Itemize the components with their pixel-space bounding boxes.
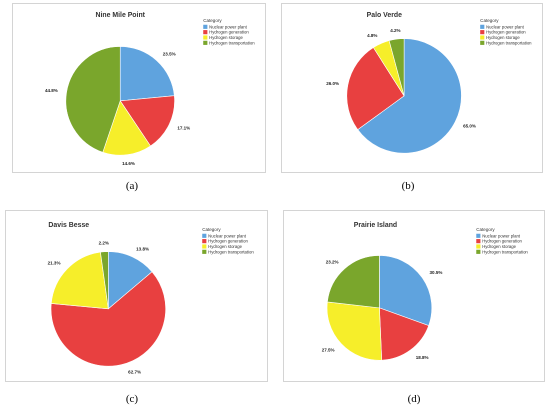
slice-label: 30.5% — [430, 270, 443, 275]
slice-label: 44.8% — [45, 88, 58, 93]
pie-slice-hydrogen-storage — [326, 301, 383, 361]
pie-slice-hydrogen-transportation — [327, 255, 380, 309]
legend-title: Category — [476, 227, 495, 232]
pie-slice-hydrogen-generation — [119, 95, 175, 147]
legend-entry-hydrogen-generation: Hydrogen generation — [208, 239, 248, 244]
legend-entry-nuclear-power-plant: Nuclear power plant — [482, 233, 521, 238]
legend-entry-hydrogen-storage: Hydrogen storage — [208, 244, 242, 249]
legend-swatch-hydrogen-storage — [480, 35, 485, 40]
caption-b: (b) — [401, 180, 415, 192]
slice-label: 23.2% — [326, 260, 339, 265]
slice-label: 18.8% — [416, 355, 429, 360]
legend-swatch-hydrogen-storage — [203, 35, 208, 40]
legend-swatch-hydrogen-storage — [476, 244, 481, 249]
legend-entry-hydrogen-transportation: Hydrogen transportation — [209, 40, 255, 45]
pie-chart-svg: Palo Verde 65.0% 26.0% 4.8% 4.2% CategoryNucl… — [326, 12, 532, 154]
pie-slice-hydrogen-generation — [50, 271, 166, 367]
slice-label: 21.3% — [48, 261, 61, 266]
pie-slice-hydrogen-storage — [102, 100, 151, 156]
pie-slice-hydrogen-transportation — [65, 46, 121, 153]
legend-swatch-nuclear-power-plant — [480, 24, 485, 29]
legend-swatch-nuclear-power-plant — [203, 24, 208, 29]
legend-entry-hydrogen-transportation: Hydrogen transportation — [486, 40, 532, 45]
chart-title: Prairie Island — [354, 222, 397, 229]
legend-swatch-hydrogen-transportation — [202, 249, 207, 254]
legend-swatch-hydrogen-transportation — [480, 40, 485, 45]
legend-entry-hydrogen-transportation: Hydrogen transportation — [482, 249, 528, 254]
pie-chart-svg: Davis Besse 13.8% 62.7% 21.3% 2.2% CategoryNu… — [48, 222, 255, 375]
pie-slice-hydrogen-generation — [379, 307, 430, 361]
slice-label: 62.7% — [128, 370, 141, 375]
pie-chart-davis-besse: Davis Besse 13.8% 62.7% 21.3% 2.2% Category Nu… — [5, 210, 268, 382]
slice-label: 27.5% — [322, 347, 335, 352]
legend-swatch-hydrogen-transportation — [476, 249, 481, 254]
legend-swatch-hydrogen-generation — [476, 239, 481, 244]
legend-entry-hydrogen-storage: Hydrogen storage — [482, 244, 516, 249]
chart-title: Palo Verde — [367, 12, 402, 19]
pie-chart-svg: Nine Mile Point 23.5% 17.1% 14.6% 44.8% Categ… — [45, 12, 255, 166]
legend-swatch-hydrogen-transportation — [203, 40, 208, 45]
caption-a: (a) — [125, 180, 139, 192]
slice-label: 17.1% — [177, 126, 190, 131]
legend-entry-nuclear-power-plant: Nuclear power plant — [208, 233, 247, 238]
slice-label: 26.0% — [326, 81, 339, 86]
legend-entry-hydrogen-generation: Hydrogen generation — [486, 30, 526, 35]
legend-title: Category — [203, 18, 222, 23]
pie-chart-prairie-island: Prairie Island 30.5% 18.8% 27.5% 23.2% Catego… — [283, 210, 545, 382]
pie-chart-palo-verde: Palo Verde 65.0% 26.0% 4.8% 4.2% Category Nucl… — [281, 3, 543, 173]
pie-slice-hydrogen-storage — [50, 251, 109, 310]
pie-slice-hydrogen-transportation — [100, 251, 109, 309]
legend-swatch-nuclear-power-plant — [202, 233, 207, 238]
pie-slice-hydrogen-transportation — [388, 38, 405, 96]
pie-chart-svg: Prairie Island 30.5% 18.8% 27.5% 23.2% Catego… — [322, 222, 528, 361]
pie-chart-nine-mile-point: Nine Mile Point 23.5% 17.1% 14.6% 44.8% Categ… — [12, 3, 266, 173]
legend-swatch-hydrogen-generation — [480, 30, 485, 35]
slice-label: 2.2% — [99, 240, 109, 245]
legend-entry-hydrogen-generation: Hydrogen generation — [482, 239, 522, 244]
pie-slice-nuclear-power-plant — [357, 38, 462, 154]
legend-title: Category — [480, 18, 499, 23]
legend-title: Category — [202, 227, 221, 232]
legend-entry-hydrogen-storage: Hydrogen storage — [486, 35, 520, 40]
slice-label: 4.2% — [390, 28, 400, 33]
caption-c: (c) — [125, 393, 139, 405]
slice-label: 14.6% — [122, 161, 135, 166]
legend-entry-nuclear-power-plant: Nuclear power plant — [209, 24, 247, 29]
slice-label: 65.0% — [463, 124, 476, 129]
legend-entry-hydrogen-generation: Hydrogen generation — [209, 30, 249, 35]
slice-label: 23.5% — [163, 52, 176, 57]
legend-entry-nuclear-power-plant: Nuclear power plant — [486, 24, 524, 29]
legend-entry-hydrogen-transportation: Hydrogen transportation — [208, 249, 254, 254]
pie-slice-nuclear-power-plant — [119, 46, 175, 102]
legend-swatch-hydrogen-storage — [202, 244, 207, 249]
pie-slice-nuclear-power-plant — [379, 255, 433, 326]
pie-slice-hydrogen-generation — [346, 47, 405, 131]
legend-swatch-nuclear-power-plant — [476, 233, 481, 238]
chart-title: Nine Mile Point — [95, 12, 145, 19]
legend-swatch-hydrogen-generation — [203, 30, 208, 35]
legend-swatch-hydrogen-generation — [202, 239, 207, 244]
legend-entry-hydrogen-storage: Hydrogen storage — [209, 35, 243, 40]
caption-d: (d) — [407, 393, 421, 405]
chart-title: Davis Besse — [48, 222, 89, 229]
slice-label: 4.8% — [367, 33, 377, 38]
slice-label: 13.8% — [136, 246, 149, 251]
